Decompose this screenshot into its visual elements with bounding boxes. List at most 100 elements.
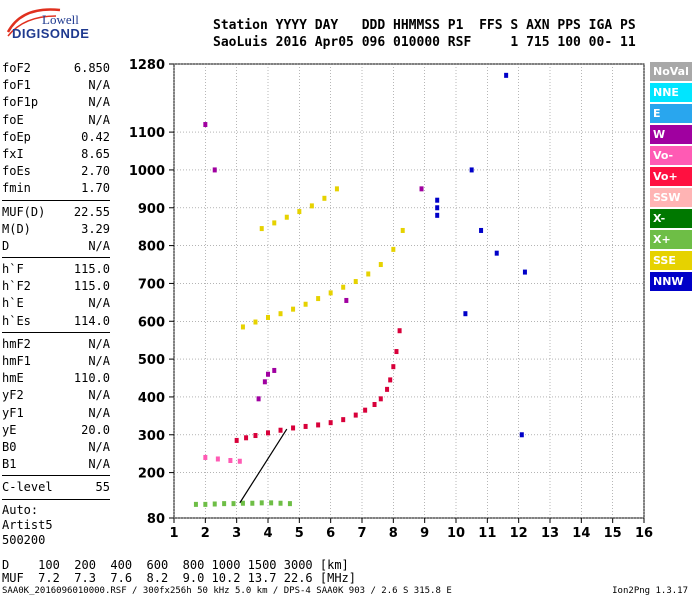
data-point xyxy=(234,437,239,443)
param-value: 8.65 xyxy=(81,146,110,161)
x-tick-label: 13 xyxy=(541,526,559,541)
param-row: D N/A xyxy=(2,238,110,255)
param-value: 0.42 xyxy=(81,129,110,144)
x-tick-label: 2 xyxy=(201,526,210,541)
param-value: N/A xyxy=(88,78,110,93)
x-tick-label: 1 xyxy=(169,526,178,541)
data-point xyxy=(272,220,277,226)
data-point xyxy=(344,297,349,303)
legend: NoVal NNE E W Vo- Vo+ SSW X- X+ SSE NNW xyxy=(650,62,692,293)
x-tick-label: 9 xyxy=(420,526,429,541)
param-row: hmE 110.0 xyxy=(2,370,110,387)
legend-item: NoVal xyxy=(650,62,692,81)
param-value: 55 xyxy=(95,480,110,495)
data-point xyxy=(469,167,474,173)
data-point xyxy=(291,306,296,312)
data-point xyxy=(341,417,346,423)
param-row: B1 N/A xyxy=(2,456,110,473)
param-value: 110.0 xyxy=(73,371,110,386)
data-point xyxy=(212,167,217,173)
param-divider xyxy=(2,199,110,201)
data-point xyxy=(193,501,198,507)
param-value: N/A xyxy=(88,405,110,420)
data-point xyxy=(303,423,308,429)
param-label: B1 xyxy=(2,457,17,472)
param-label: hmF1 xyxy=(2,354,31,368)
param-row: C-level 55 xyxy=(2,479,110,496)
param-label: foEs xyxy=(2,164,31,179)
param-label: h`F2 xyxy=(2,279,31,294)
param-label: h`E xyxy=(2,296,24,311)
data-point xyxy=(284,214,289,220)
parameter-panel: foF2 6.850 foF1 N/A foF1p N/A foE N/A foEp 0.42 fx… xyxy=(2,60,110,548)
param-row: foE N/A xyxy=(2,112,110,129)
data-point xyxy=(322,195,327,201)
param-divider xyxy=(2,257,110,259)
y-tick-label: 1280 xyxy=(129,58,165,73)
param-row: yE 20.0 xyxy=(2,422,110,439)
param-row: M(D) 3.29 xyxy=(2,221,110,238)
data-point xyxy=(479,227,484,233)
y-tick-label: 200 xyxy=(138,467,165,482)
legend-item: E xyxy=(650,104,692,123)
data-point xyxy=(291,425,296,431)
param-value: 114.0 xyxy=(73,313,110,328)
data-point xyxy=(212,501,217,507)
lowell-digisonde-logo: Lowell DIGISONDE xyxy=(2,2,112,46)
data-point xyxy=(244,435,249,441)
data-point xyxy=(494,250,499,256)
param-value: 3.29 xyxy=(81,221,110,236)
y-tick-label: 500 xyxy=(138,353,165,368)
data-point xyxy=(397,328,402,334)
data-point xyxy=(240,324,245,330)
y-tick-label: 600 xyxy=(138,315,165,330)
header-line-1: Station YYYY DAY DDD HHMMSS P1 FFS S AXN… xyxy=(213,18,636,33)
data-point xyxy=(240,500,245,506)
data-point xyxy=(372,402,377,407)
data-point xyxy=(203,454,208,460)
data-point xyxy=(297,209,302,215)
data-point xyxy=(287,501,292,507)
data-point xyxy=(256,396,261,402)
param-label: foF1p xyxy=(2,95,39,110)
data-point xyxy=(435,212,440,218)
data-point xyxy=(266,314,270,320)
profile-line xyxy=(239,428,288,504)
data-point xyxy=(391,364,396,370)
param-value: 1.70 xyxy=(81,181,110,196)
param-label: yF2 xyxy=(2,388,24,403)
data-point xyxy=(519,432,524,438)
data-point xyxy=(278,500,283,506)
param-value: 22.55 xyxy=(73,204,110,219)
x-tick-label: 6 xyxy=(326,526,335,541)
data-point xyxy=(385,386,390,392)
param-value: N/A xyxy=(88,336,110,351)
param-label: fxI xyxy=(2,146,24,161)
data-point xyxy=(316,422,321,428)
param-row: h`Es 114.0 xyxy=(2,313,110,330)
data-point xyxy=(366,271,371,277)
data-point xyxy=(419,186,424,192)
data-point xyxy=(341,284,346,290)
data-point xyxy=(504,72,509,78)
data-point xyxy=(253,319,258,325)
param-label: C-level xyxy=(2,480,53,495)
x-tick-label: 8 xyxy=(389,526,398,541)
data-point xyxy=(353,412,358,418)
data-point xyxy=(328,290,333,296)
legend-item: SSE xyxy=(650,251,692,270)
param-label: h`F xyxy=(2,262,24,277)
param-row: fxI 8.65 xyxy=(2,146,110,163)
param-row: foF2 6.850 xyxy=(2,60,110,77)
data-point xyxy=(316,296,321,302)
param-row: hmF2 N/A xyxy=(2,336,110,353)
data-point xyxy=(309,203,314,209)
param-row: B0 N/A xyxy=(2,439,110,456)
data-point xyxy=(278,311,283,317)
param-value: 20.0 xyxy=(81,422,110,437)
data-point xyxy=(259,226,264,232)
param-value: 2.70 xyxy=(81,164,110,179)
legend-item: NNW xyxy=(650,272,692,291)
param-label: foE xyxy=(2,112,24,127)
logo-text-lowell: Lowell xyxy=(42,12,79,27)
